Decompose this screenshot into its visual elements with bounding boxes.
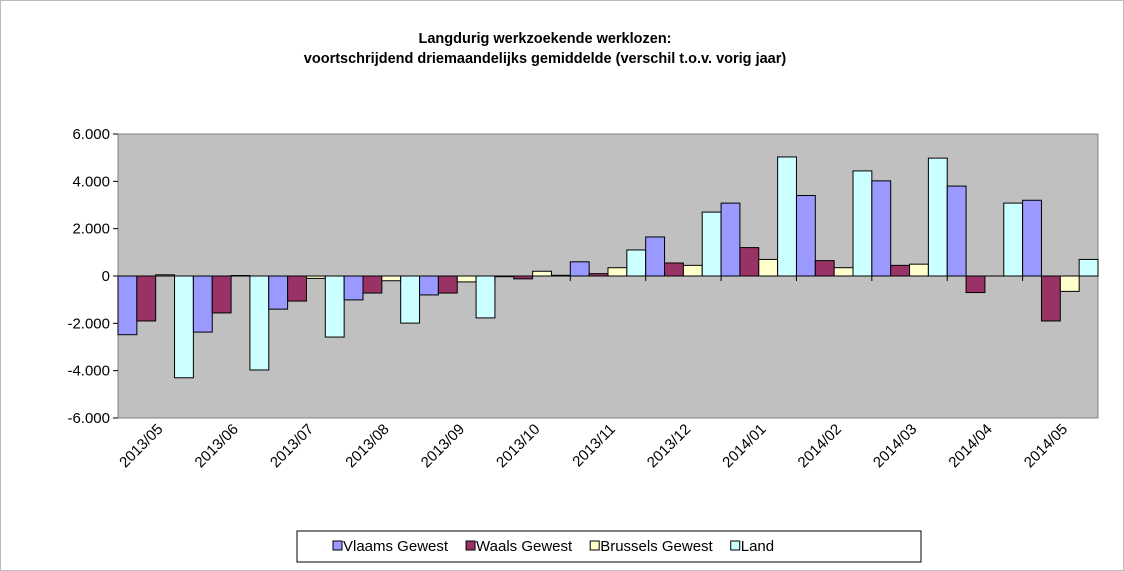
bar [795, 195, 816, 277]
bar [852, 170, 873, 277]
bar [550, 274, 571, 277]
legend: Vlaams Gewest Waals Gewest Brussels Gewest… [296, 530, 922, 563]
legend-label: Land [741, 538, 774, 555]
bar [927, 157, 948, 277]
bar [1078, 258, 1099, 277]
bar [136, 275, 157, 322]
bar [268, 275, 289, 310]
y-tick-label: -2.000 [67, 315, 110, 332]
bar [871, 180, 892, 277]
y-tick-label: -6.000 [67, 410, 110, 427]
y-tick-label: 6.000 [72, 126, 110, 143]
bar [890, 264, 911, 277]
bar [758, 258, 779, 277]
bar [437, 275, 458, 294]
bar [343, 275, 364, 301]
bar [419, 275, 439, 296]
bar [211, 275, 232, 314]
bar [1022, 199, 1042, 277]
bar [494, 275, 515, 278]
bar [174, 275, 194, 379]
bar [362, 275, 383, 294]
bar [814, 260, 835, 277]
bar [720, 202, 741, 277]
bar [400, 275, 421, 324]
bar [739, 247, 760, 277]
bar [287, 275, 307, 302]
bar [192, 275, 213, 333]
bar [946, 185, 967, 277]
bar [626, 249, 647, 277]
bar [645, 236, 666, 277]
bar [456, 275, 477, 283]
bar [701, 211, 722, 277]
chart-title: voortschrijdend driemaandelijks gemiddel… [304, 51, 787, 67]
y-tick-label: -4.000 [67, 363, 110, 380]
bar [155, 274, 176, 277]
legend-label: Brussels Gewest [600, 538, 713, 555]
y-tick-label: 4.000 [72, 173, 110, 190]
bar [607, 267, 628, 277]
bar [777, 156, 797, 277]
bar [682, 264, 703, 277]
legend-label: Waals Gewest [476, 538, 573, 555]
bar [588, 273, 609, 277]
bar [249, 275, 270, 371]
bar [1059, 275, 1080, 292]
bar [324, 275, 345, 338]
legend-label: Vlaams Gewest [343, 538, 449, 555]
legend-box [296, 530, 922, 563]
bar [475, 275, 496, 319]
bar [664, 262, 684, 277]
chart-title: Langdurig werkzoekende werklozen: [419, 31, 672, 47]
legend-swatch [465, 540, 476, 551]
bar [1003, 202, 1024, 277]
bar [381, 275, 402, 282]
bar [117, 275, 138, 336]
bar [909, 263, 929, 277]
bar [965, 275, 986, 294]
bar [569, 261, 590, 277]
legend-swatch [332, 540, 343, 551]
legend-swatch [589, 540, 600, 551]
bar [532, 270, 552, 277]
y-tick-label: 0 [102, 268, 110, 285]
y-tick-label: 2.000 [72, 221, 110, 238]
bar [513, 275, 534, 280]
legend-swatch [730, 540, 741, 551]
bar [305, 275, 326, 279]
bar [1040, 275, 1061, 322]
bar [833, 267, 854, 277]
